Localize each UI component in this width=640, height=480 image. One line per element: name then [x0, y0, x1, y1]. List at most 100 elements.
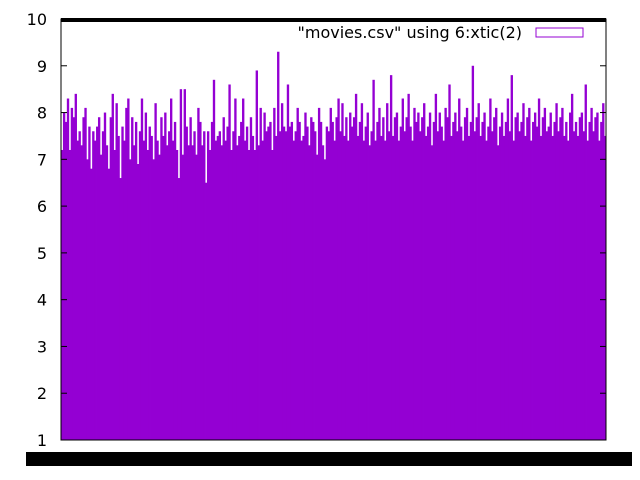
bar — [403, 131, 406, 440]
bar — [487, 126, 490, 440]
bar — [201, 145, 204, 441]
bar — [450, 135, 453, 440]
bar — [277, 51, 280, 441]
bar — [119, 178, 122, 441]
bar — [236, 145, 239, 441]
bar — [284, 131, 288, 440]
bar — [539, 135, 543, 440]
bar — [133, 145, 136, 441]
legend-swatch — [535, 27, 584, 38]
bar — [76, 140, 79, 440]
bar — [362, 140, 366, 440]
bar — [152, 159, 155, 440]
bar — [549, 112, 552, 440]
bar — [389, 75, 393, 440]
bar — [351, 126, 354, 440]
bar — [333, 140, 336, 440]
bar — [582, 131, 585, 440]
y-tick-label: 8 — [37, 104, 47, 123]
bar — [545, 131, 549, 440]
bar — [393, 117, 397, 440]
bar — [125, 107, 128, 440]
y-tick-label: 4 — [37, 291, 47, 310]
bar — [234, 98, 237, 441]
bar — [598, 140, 601, 440]
bar — [364, 126, 367, 440]
bar — [341, 103, 344, 440]
bars-group — [61, 51, 607, 441]
bar — [382, 117, 385, 440]
bar — [384, 140, 387, 440]
bar — [162, 135, 165, 440]
bar — [331, 121, 334, 440]
bar — [142, 140, 146, 440]
bar — [154, 103, 157, 440]
bar — [520, 121, 523, 440]
y-tick-label: 9 — [37, 57, 47, 76]
bar — [442, 140, 445, 440]
bar — [286, 84, 290, 441]
bar — [107, 168, 111, 440]
bar — [292, 140, 295, 440]
bar — [240, 121, 243, 440]
bar — [432, 121, 436, 440]
bar — [206, 131, 210, 440]
bar — [354, 93, 358, 440]
bar — [121, 126, 124, 440]
bar — [150, 135, 153, 440]
bar — [590, 107, 593, 440]
bar — [516, 112, 519, 440]
bar — [580, 112, 584, 440]
bar — [524, 135, 527, 440]
bar — [105, 145, 109, 441]
bar — [502, 135, 506, 440]
bar — [173, 121, 177, 440]
bar — [80, 145, 83, 441]
bar — [352, 117, 356, 440]
bar — [327, 131, 331, 440]
bar — [578, 117, 582, 440]
bar — [563, 135, 566, 440]
bar — [444, 107, 447, 440]
bar — [380, 135, 383, 440]
bar — [113, 149, 116, 441]
bar — [179, 89, 183, 441]
bar — [245, 126, 249, 440]
bar — [115, 103, 118, 440]
bar — [446, 117, 449, 440]
bar — [185, 126, 188, 440]
bar — [411, 140, 414, 440]
bar — [177, 178, 181, 441]
bar — [191, 145, 194, 441]
bar — [391, 135, 395, 440]
bar — [61, 149, 64, 441]
bar — [485, 140, 488, 440]
bar — [218, 131, 222, 440]
bar — [187, 145, 190, 441]
bar — [158, 154, 161, 440]
bar — [386, 103, 389, 440]
bar — [216, 135, 220, 440]
bar — [181, 154, 185, 440]
bar — [189, 117, 192, 440]
bar — [584, 84, 587, 441]
y-tick-label: 6 — [37, 197, 47, 216]
bar — [193, 131, 196, 440]
bar — [224, 140, 227, 440]
bar — [596, 112, 599, 440]
bar — [317, 107, 321, 440]
bar — [473, 131, 476, 440]
bar — [238, 135, 241, 440]
bar — [481, 121, 484, 440]
bar — [555, 103, 558, 440]
bar — [160, 117, 163, 440]
bar — [296, 107, 299, 440]
bar — [477, 103, 480, 440]
bar — [551, 135, 554, 440]
bar — [421, 117, 424, 440]
bar — [343, 135, 346, 440]
bar — [314, 131, 317, 440]
bar — [532, 121, 535, 440]
bar — [232, 131, 235, 440]
bar — [97, 117, 101, 440]
